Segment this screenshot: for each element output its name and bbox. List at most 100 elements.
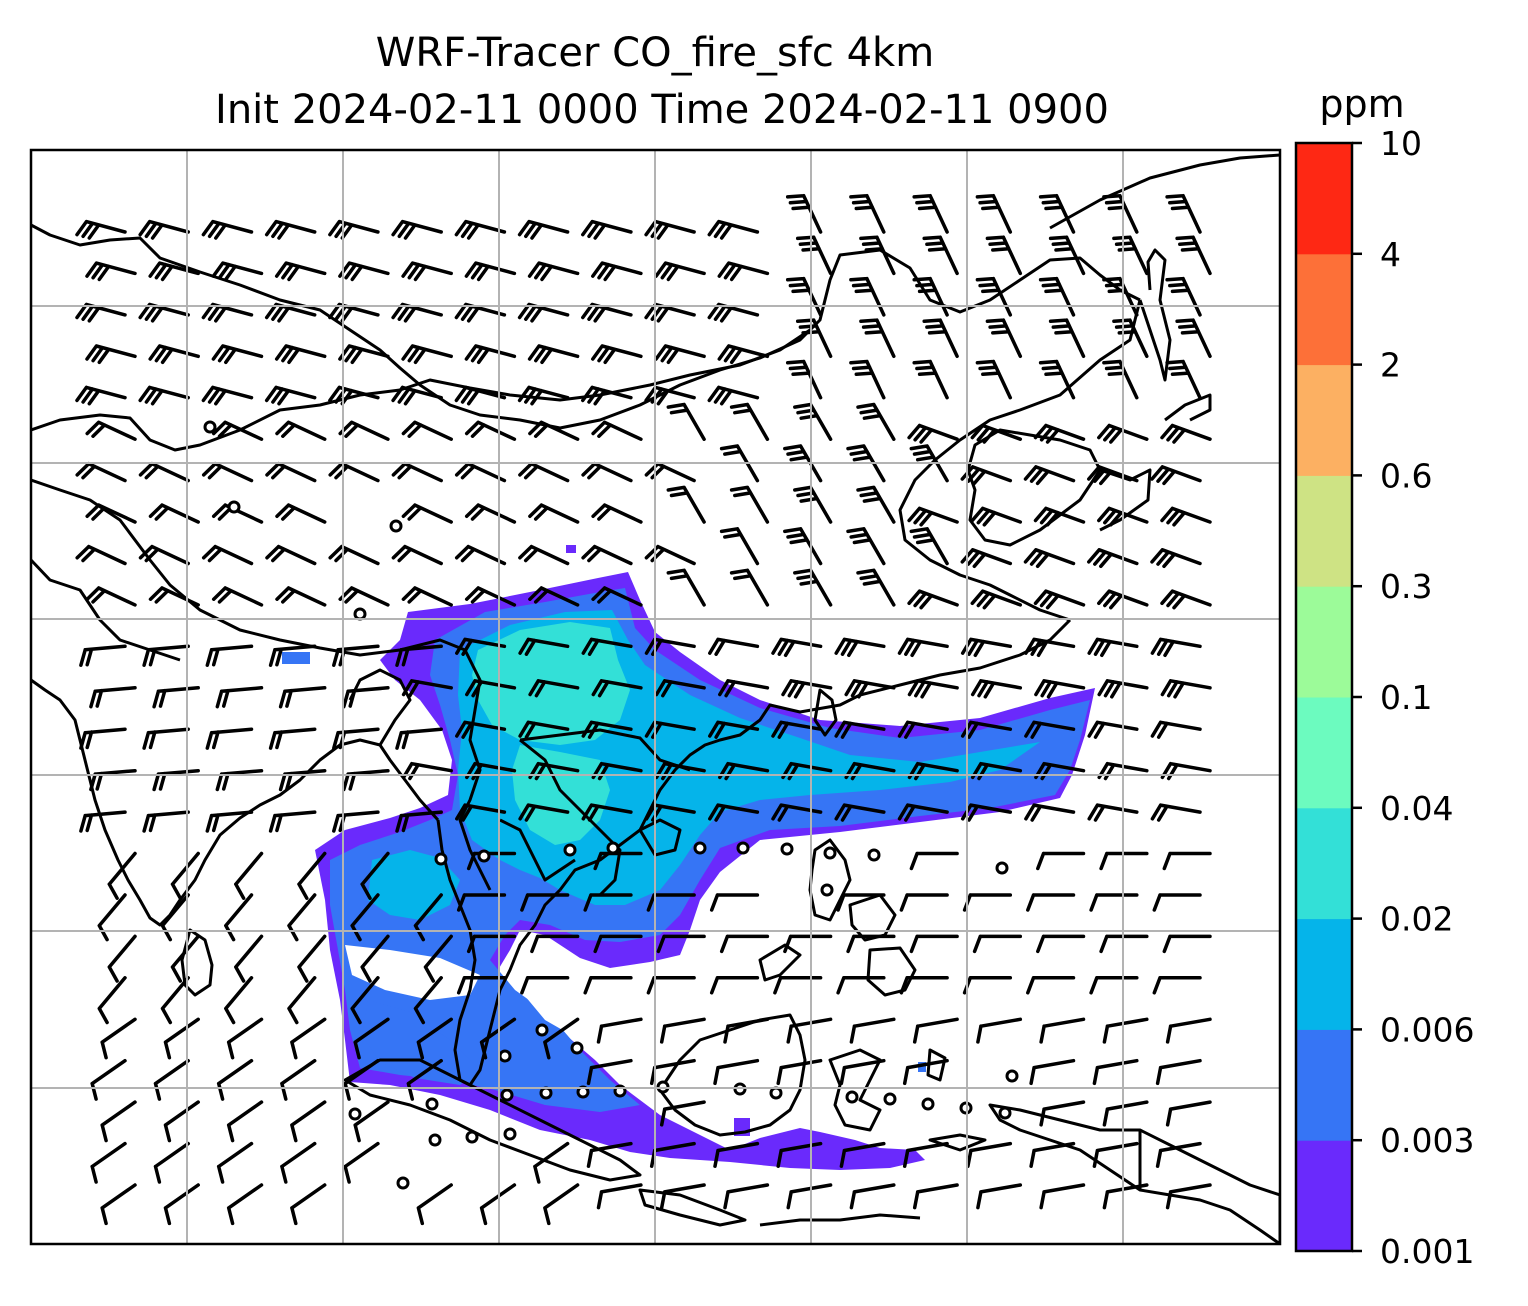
wind-barb (1033, 423, 1086, 444)
wind-barb (1160, 589, 1212, 610)
coastline-mindanao (866, 946, 917, 997)
wind-barb (1087, 548, 1139, 569)
map-panel (29, 148, 1282, 1246)
wind-barb (543, 1183, 580, 1226)
wind-barb (1097, 423, 1149, 444)
wind-barb (1165, 193, 1202, 234)
wind-barb (1160, 423, 1212, 444)
wind-barb (1029, 1058, 1076, 1086)
colorbar-swatch (1296, 807, 1352, 920)
wind-barb (268, 810, 317, 833)
wind-barb (909, 934, 959, 954)
wind-barb (268, 727, 317, 750)
wind-barb (970, 506, 1023, 527)
wind-barb (586, 1141, 633, 1168)
wind-barb (1165, 1100, 1212, 1127)
wind-barb (646, 893, 696, 912)
wind-barb (211, 261, 264, 282)
wind-barb (596, 1183, 643, 1210)
wind-barb (268, 644, 317, 667)
wind-barb (517, 302, 570, 323)
wind-barb (849, 1183, 896, 1210)
wind-barb (201, 544, 254, 566)
calm-circle (539, 1086, 553, 1100)
wind-barb (1175, 318, 1212, 359)
wind-barb (520, 893, 570, 912)
wind-barb (1165, 1183, 1212, 1210)
wind-barb (391, 544, 443, 566)
wind-barb (216, 1058, 254, 1101)
wind-barb (138, 219, 190, 240)
wind-barb (1102, 359, 1139, 400)
wind-barb (518, 461, 570, 483)
wind-barb (912, 193, 949, 234)
wind-barb (464, 503, 517, 524)
wind-barb (985, 235, 1023, 276)
calm-circle (606, 841, 620, 855)
wind-barb (401, 261, 453, 282)
plume-fleck (282, 652, 310, 664)
wind-barb (897, 803, 949, 822)
wind-barb (518, 720, 570, 739)
calm-circle (465, 1130, 479, 1144)
wind-barb (976, 1183, 1023, 1210)
wind-barb (520, 976, 570, 995)
map-frame (29, 148, 1282, 1246)
wind-barb (646, 976, 696, 995)
coastline-palawan (758, 943, 802, 982)
wind-barb (849, 1017, 896, 1044)
coastline-china-south (558, 618, 1072, 891)
wind-barb (85, 261, 137, 282)
coastline-borneo (658, 1013, 807, 1137)
wind-barb (455, 637, 507, 656)
wind-barb (1097, 679, 1149, 699)
wind-barb (795, 318, 833, 359)
wind-barb (972, 934, 1023, 954)
calm-circle (425, 1097, 439, 1111)
wind-barb (153, 1141, 190, 1184)
wind-barb (138, 544, 190, 566)
calm-circle (883, 1092, 897, 1106)
wind-barb (771, 637, 823, 658)
wind-barb (897, 637, 949, 658)
wind-barb (75, 219, 127, 240)
wind-barb (586, 1058, 633, 1086)
wind-barb (464, 344, 517, 365)
wind-barb (338, 261, 390, 282)
wind-barb (454, 302, 507, 323)
wind-barb (342, 686, 390, 709)
wind-barb (1089, 976, 1139, 995)
wind-barb (708, 720, 760, 739)
coastline-halmahera (926, 1048, 947, 1082)
wind-barb (265, 544, 317, 566)
coastline-sulawesi (828, 1048, 882, 1132)
wind-barb (922, 235, 959, 276)
wind-barb (654, 344, 706, 365)
colorbar-tick-label: 4 (1380, 235, 1401, 274)
border-thailand-cambodia (499, 818, 576, 882)
wind-barb (970, 589, 1023, 610)
wind-barb (899, 976, 949, 995)
calm-circle (498, 1049, 512, 1063)
colorbar-tick-label: 0.02 (1380, 900, 1453, 939)
wind-barb (975, 193, 1013, 234)
wind-barb (907, 679, 959, 699)
wind-barb (107, 851, 137, 900)
wind-barb (275, 586, 327, 607)
wind-barb (274, 261, 327, 282)
wind-barb (899, 893, 949, 912)
wind-barb (849, 359, 886, 400)
wind-barb (75, 385, 127, 406)
colorbar-swatches (1296, 143, 1352, 1252)
wind-barb (591, 586, 643, 607)
coastline-sri-lanka (180, 928, 214, 997)
border-china-mongolia (239, 328, 811, 432)
wind-barb (211, 344, 264, 365)
wind-barb (1102, 1017, 1149, 1044)
wind-barb (773, 976, 823, 995)
wind-barb (776, 1141, 823, 1168)
wind-barb (719, 934, 770, 954)
wind-barb (89, 686, 137, 709)
wind-barb (328, 385, 380, 406)
wind-barb (423, 934, 453, 983)
